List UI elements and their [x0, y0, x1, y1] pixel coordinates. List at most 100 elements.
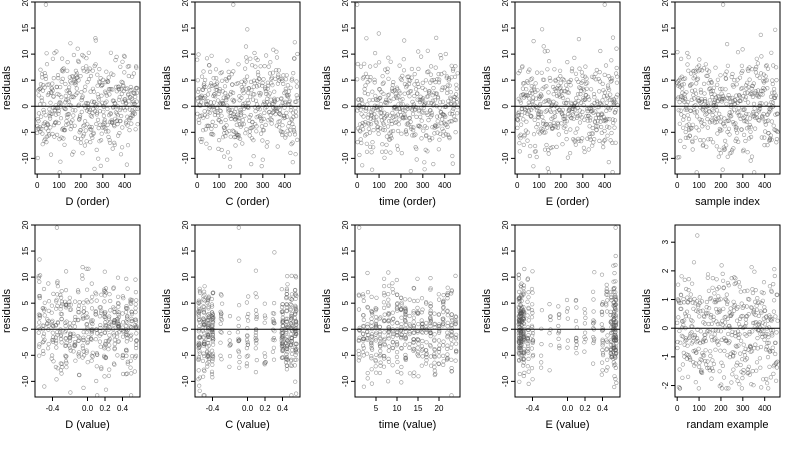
data-point [244, 337, 250, 343]
plot-frame [34, 1, 141, 175]
data-point [440, 305, 446, 311]
data-point [399, 77, 404, 83]
data-point [244, 59, 249, 64]
data-point [386, 379, 391, 384]
data-point [381, 80, 386, 85]
data-point [93, 312, 98, 317]
data-point [197, 317, 202, 322]
data-point [197, 383, 202, 388]
data-point [699, 368, 704, 373]
data-point [411, 324, 416, 329]
data-point [556, 336, 561, 342]
data-point [48, 125, 53, 130]
data-point [685, 295, 690, 300]
data-point [411, 285, 416, 291]
data-point [762, 337, 767, 342]
data-point [125, 314, 130, 319]
data-point [386, 333, 391, 339]
data-point [775, 359, 780, 364]
data-point [386, 344, 392, 349]
data-point [764, 63, 769, 68]
data-point [445, 90, 450, 96]
data-point [253, 291, 258, 296]
data-point [534, 70, 540, 75]
x-tick-label: 0.0 [82, 404, 94, 413]
data-point [210, 330, 215, 335]
data-point [218, 321, 223, 326]
data-point [385, 93, 390, 98]
data-point [688, 82, 693, 87]
data-point [760, 298, 766, 303]
data-point [547, 314, 553, 319]
data-point [706, 69, 712, 74]
data-point [128, 324, 133, 329]
data-point [746, 347, 751, 352]
data-point [704, 111, 709, 116]
data-point [251, 92, 256, 97]
x-tick-label: 0 [515, 181, 520, 190]
data-point [110, 146, 115, 151]
data-point [278, 129, 283, 134]
data-point [556, 312, 562, 317]
data-point [696, 386, 701, 391]
data-point [432, 372, 437, 378]
data-point [252, 50, 257, 56]
data-point [102, 341, 108, 346]
data-point [611, 324, 617, 329]
data-point [46, 299, 52, 304]
data-point [425, 48, 430, 53]
data-point [133, 355, 138, 360]
data-point [580, 136, 585, 141]
data-point [382, 128, 387, 133]
data-point [120, 59, 125, 64]
data-point [613, 376, 618, 382]
data-point [518, 98, 523, 103]
data-point [726, 126, 732, 131]
data-point [560, 107, 566, 112]
data-point [698, 87, 703, 92]
data-point [692, 110, 697, 115]
data-point [578, 139, 584, 144]
data-point [750, 290, 756, 296]
data-point [133, 277, 138, 282]
data-point [441, 353, 446, 359]
data-point [56, 108, 61, 114]
data-point [98, 325, 103, 331]
data-point [773, 27, 778, 32]
data-point [436, 71, 441, 77]
y-tick-label: 5 [341, 300, 350, 305]
data-point [391, 331, 396, 337]
data-point [246, 353, 251, 358]
data-point [123, 319, 129, 324]
data-point [130, 74, 135, 79]
data-point [437, 354, 442, 359]
data-point [764, 119, 769, 124]
data-point [102, 330, 107, 335]
data-point [613, 110, 618, 115]
data-point [526, 318, 531, 323]
data-point [102, 312, 107, 317]
data-point [106, 316, 111, 321]
data-point [604, 289, 610, 294]
data-point [449, 289, 454, 294]
data-point [211, 318, 216, 323]
data-point [412, 286, 417, 291]
data-point [103, 286, 108, 291]
data-point [284, 305, 289, 310]
data-point [211, 342, 216, 347]
y-tick-label: -10 [181, 375, 190, 387]
data-point [707, 98, 712, 103]
data-point [124, 276, 129, 282]
data-point [58, 368, 64, 373]
data-point [731, 146, 736, 151]
data-point [67, 338, 73, 343]
data-point [749, 86, 754, 91]
data-point [280, 347, 285, 352]
data-point [128, 365, 133, 370]
data-point [356, 358, 361, 363]
data-point [102, 374, 107, 379]
data-point [197, 289, 202, 294]
x-tick-label: 400 [758, 181, 772, 190]
data-point [284, 286, 290, 292]
data-point [756, 323, 762, 328]
